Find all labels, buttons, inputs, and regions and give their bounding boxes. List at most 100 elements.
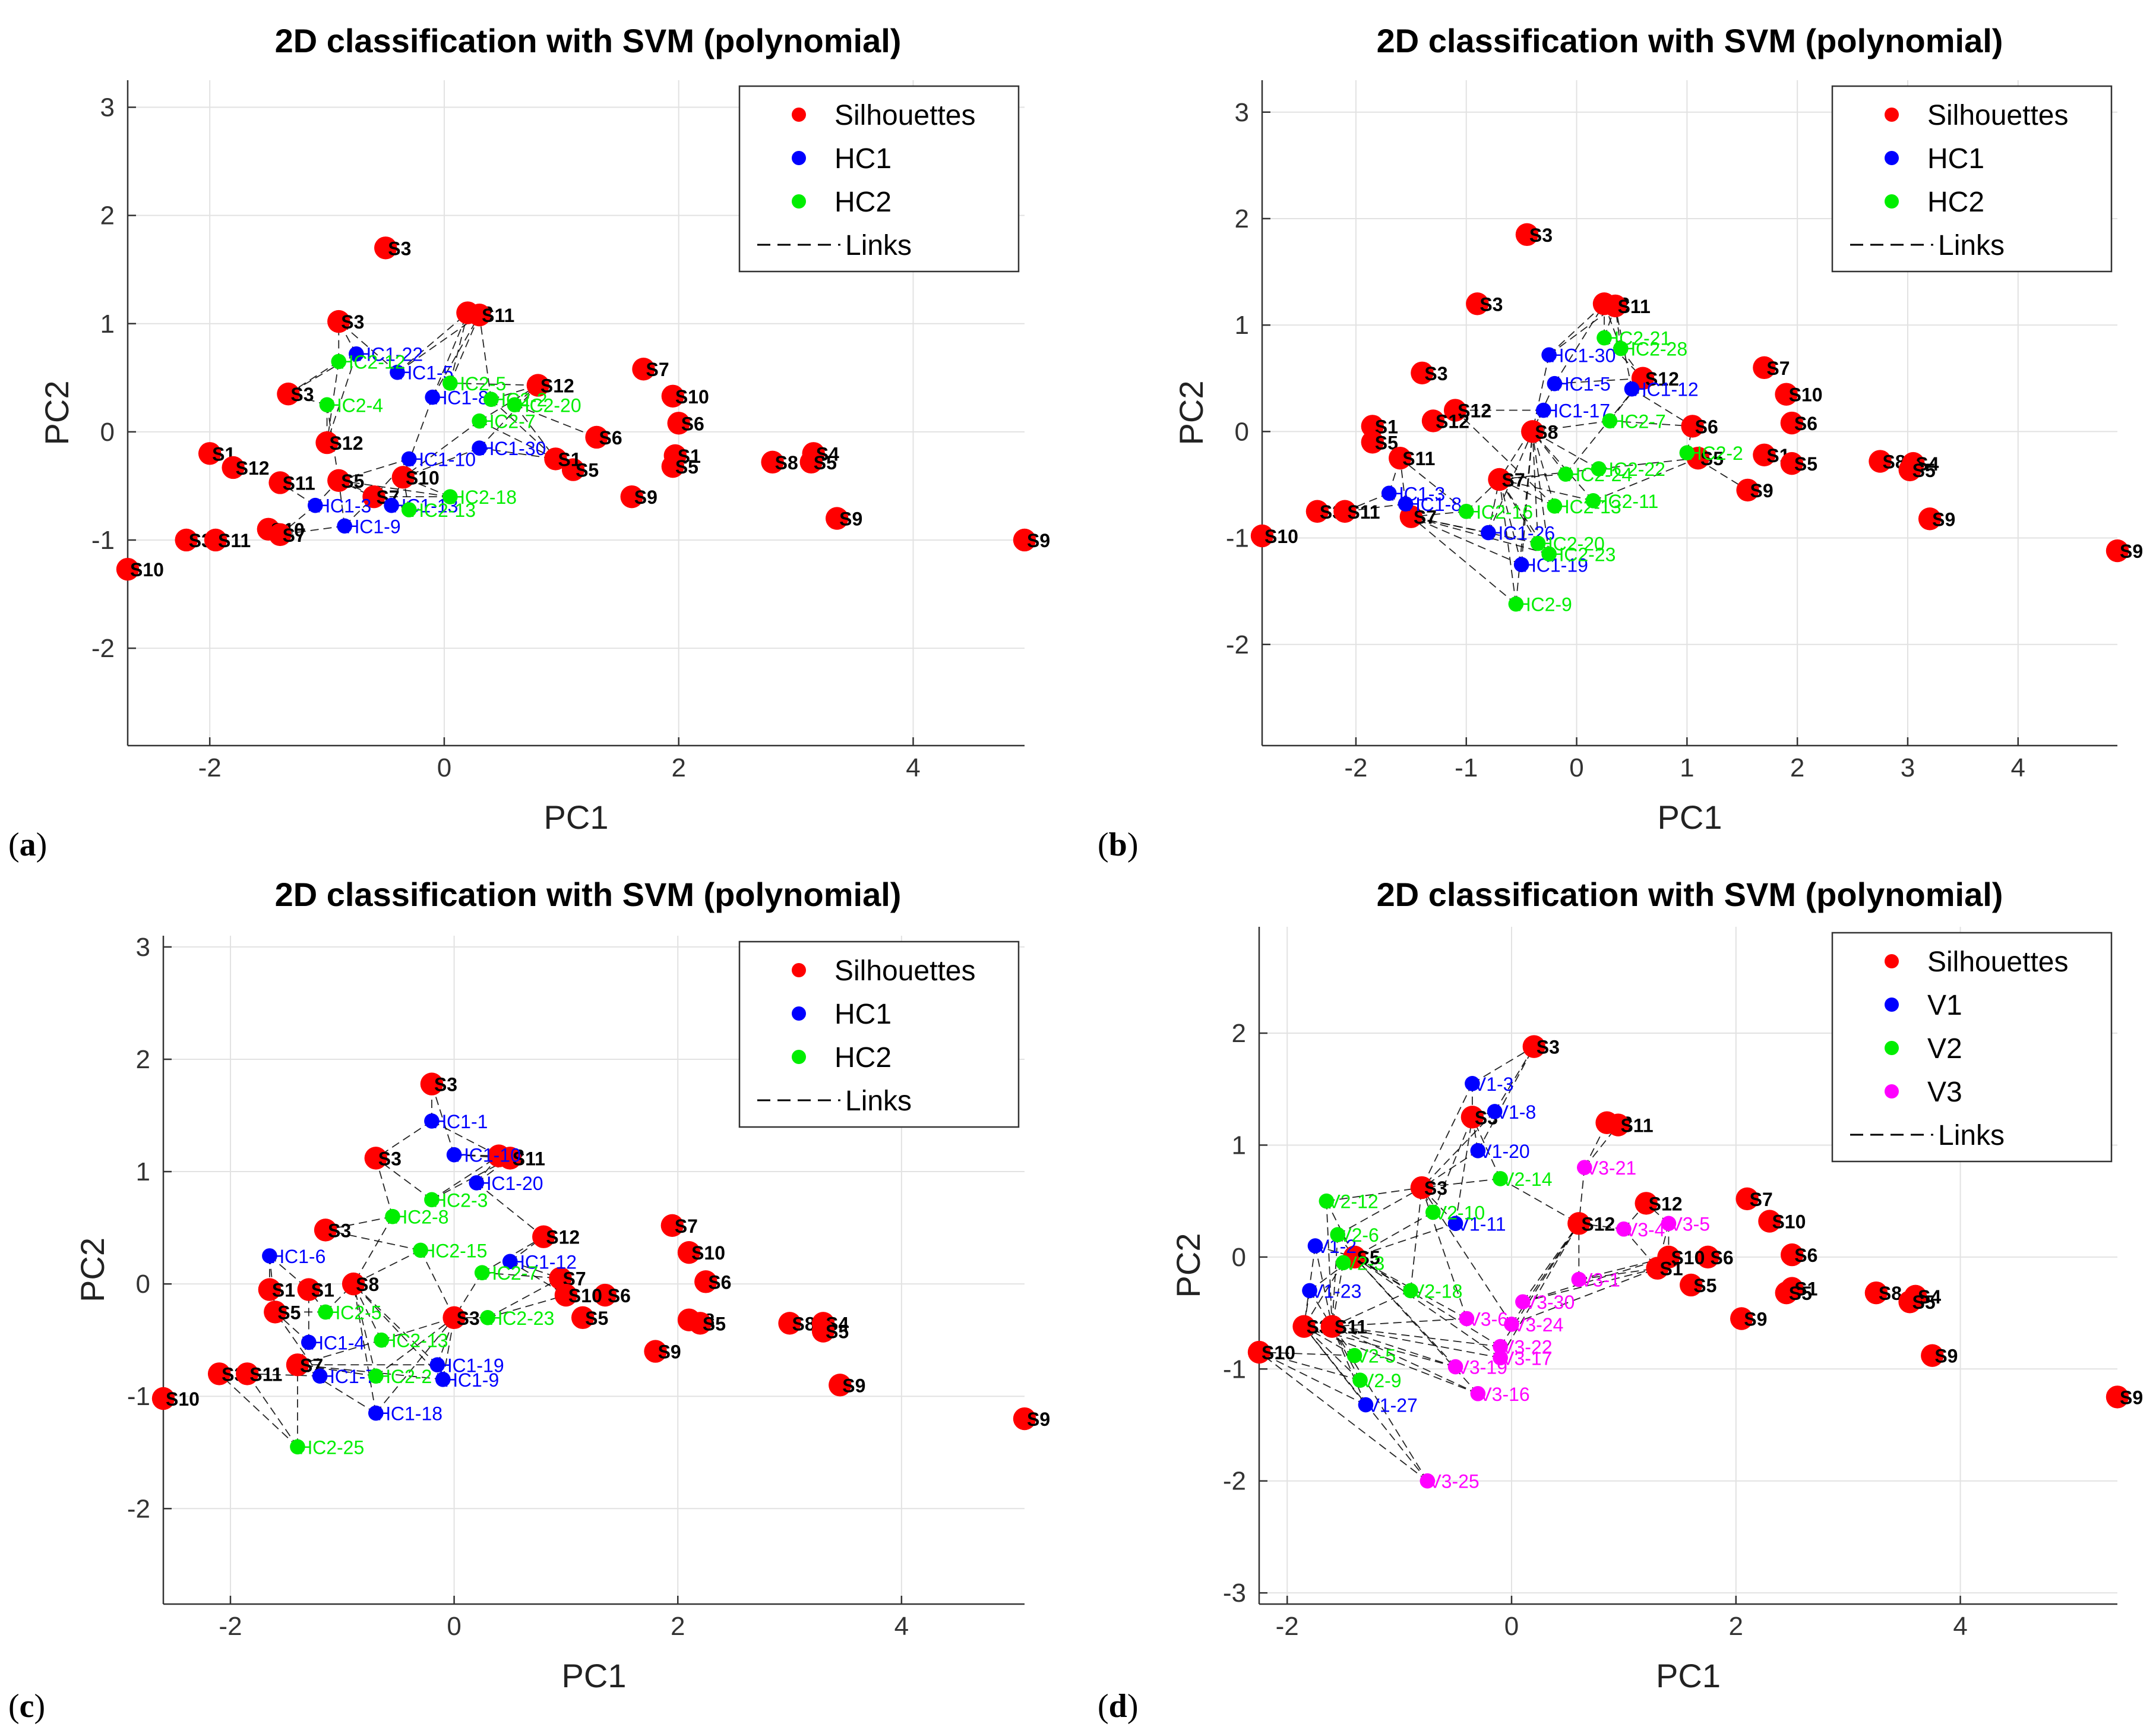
point-label: S11 (482, 305, 514, 326)
point-label: HC1-12 (1633, 379, 1698, 400)
point-marker (661, 384, 685, 408)
x-tick-label: 4 (2011, 753, 2025, 782)
point-marker (1466, 292, 1489, 315)
point-marker (1319, 1193, 1335, 1209)
point-marker (1624, 381, 1640, 397)
point-label: HC1-30 (480, 438, 546, 459)
point-label: S11 (1620, 1115, 1653, 1137)
y-tick-label: 0 (100, 418, 115, 447)
point-marker (391, 466, 415, 489)
point-marker (222, 456, 245, 479)
point-marker (268, 471, 292, 494)
point-label: S10 (130, 559, 164, 580)
point-marker (1361, 415, 1384, 438)
link-line (1337, 1187, 1422, 1235)
point-label: HC1-10 (410, 449, 476, 470)
point-marker (236, 1362, 259, 1385)
legend-marker (792, 1050, 806, 1064)
point-marker (1864, 1281, 1888, 1305)
point-label: V3-19 (1457, 1357, 1507, 1378)
link-line (1579, 1267, 1658, 1280)
point-label: S8 (792, 1313, 815, 1334)
y-tick-label: 3 (100, 93, 115, 122)
point-marker (368, 1368, 384, 1384)
point-marker (1250, 524, 1274, 548)
point-label: V1-23 (1311, 1280, 1361, 1302)
point-marker (632, 358, 655, 381)
point-marker (1753, 443, 1776, 466)
link-line (1432, 1116, 1473, 1213)
legend-label: HC1 (834, 999, 892, 1030)
link-line (325, 1216, 393, 1231)
point-marker (1736, 478, 1759, 502)
point-marker (778, 1312, 801, 1335)
point-label: HC2-9 (1517, 594, 1572, 615)
point-marker (620, 485, 643, 509)
point-label: HC2-7 (483, 1262, 538, 1284)
point-label: HC1-9 (346, 516, 400, 537)
link-line (431, 1155, 500, 1201)
y-tick-label: -2 (1226, 630, 1249, 659)
point-label: V1-20 (1479, 1141, 1529, 1162)
link-line (1499, 468, 1599, 480)
point-marker (442, 375, 458, 391)
x-tick-label: 2 (1729, 1612, 1743, 1641)
legend-label: Links (1938, 1120, 2005, 1151)
y-tick-label: 2 (1235, 204, 1249, 233)
point-marker (1604, 294, 1627, 318)
point-label: S10 (1671, 1247, 1705, 1268)
legend-label: Links (1938, 230, 2005, 261)
point-marker (384, 497, 399, 513)
point-marker (435, 1372, 451, 1387)
link-line (1500, 1178, 1579, 1224)
link-line (1314, 1245, 1333, 1327)
x-tick-label: 0 (447, 1612, 461, 1641)
point-label: V3-1 (1580, 1270, 1620, 1291)
point-label: V1-3 (1474, 1074, 1514, 1095)
point-marker (318, 1304, 333, 1320)
link-line (1466, 479, 1500, 512)
point-marker (1403, 1283, 1418, 1299)
point-label: V2-14 (1501, 1169, 1552, 1190)
point-label: V3-5 (1670, 1213, 1710, 1235)
point-marker (554, 1283, 578, 1307)
point-marker (327, 469, 350, 493)
point-marker (1460, 1106, 1484, 1129)
point-marker (442, 1306, 466, 1330)
point-label: V3-30 (1524, 1292, 1575, 1313)
point-label: S1 (311, 1280, 334, 1301)
legend-marker (1885, 997, 1899, 1012)
series-hc1: HC1-22HC1-5HC1-8HC1-10HC1-3HC1-9HC1-13HC… (308, 344, 546, 537)
point-marker (1680, 1273, 1703, 1297)
point-label: S6 (708, 1271, 731, 1293)
legend-label: V1 (1927, 990, 1962, 1021)
point-label: S5 (1912, 460, 1936, 481)
point-label: S8 (1535, 421, 1558, 443)
point-label: V2-10 (1434, 1202, 1485, 1223)
point-label: S5 (585, 1308, 608, 1329)
point-marker (1481, 525, 1496, 541)
point-label: HC1-8 (434, 387, 488, 409)
panel-a: 2D classification with SVM (polynomial) -… (38, 22, 1050, 836)
point-label: HC2-2 (377, 1366, 432, 1387)
link-line (487, 1295, 567, 1318)
link-line (1455, 409, 1556, 507)
point-label: S5 (826, 1321, 849, 1343)
link-line (479, 420, 556, 460)
point-label: V3-25 (1428, 1471, 1479, 1492)
link-line (1554, 377, 1643, 384)
point-marker (688, 1312, 712, 1335)
link-line (482, 1236, 544, 1274)
point-marker (1541, 347, 1557, 363)
point-marker (507, 397, 523, 413)
point-marker (1521, 420, 1544, 443)
link-line (1499, 479, 1517, 604)
point-label: S9 (1932, 509, 1955, 530)
link-line (487, 1277, 561, 1318)
point-label: HC2-22 (1600, 459, 1665, 480)
point-marker (1646, 1257, 1669, 1280)
point-label: S9 (842, 1375, 865, 1396)
point-label: S8 (1879, 1283, 1902, 1304)
link-line (246, 1373, 298, 1447)
